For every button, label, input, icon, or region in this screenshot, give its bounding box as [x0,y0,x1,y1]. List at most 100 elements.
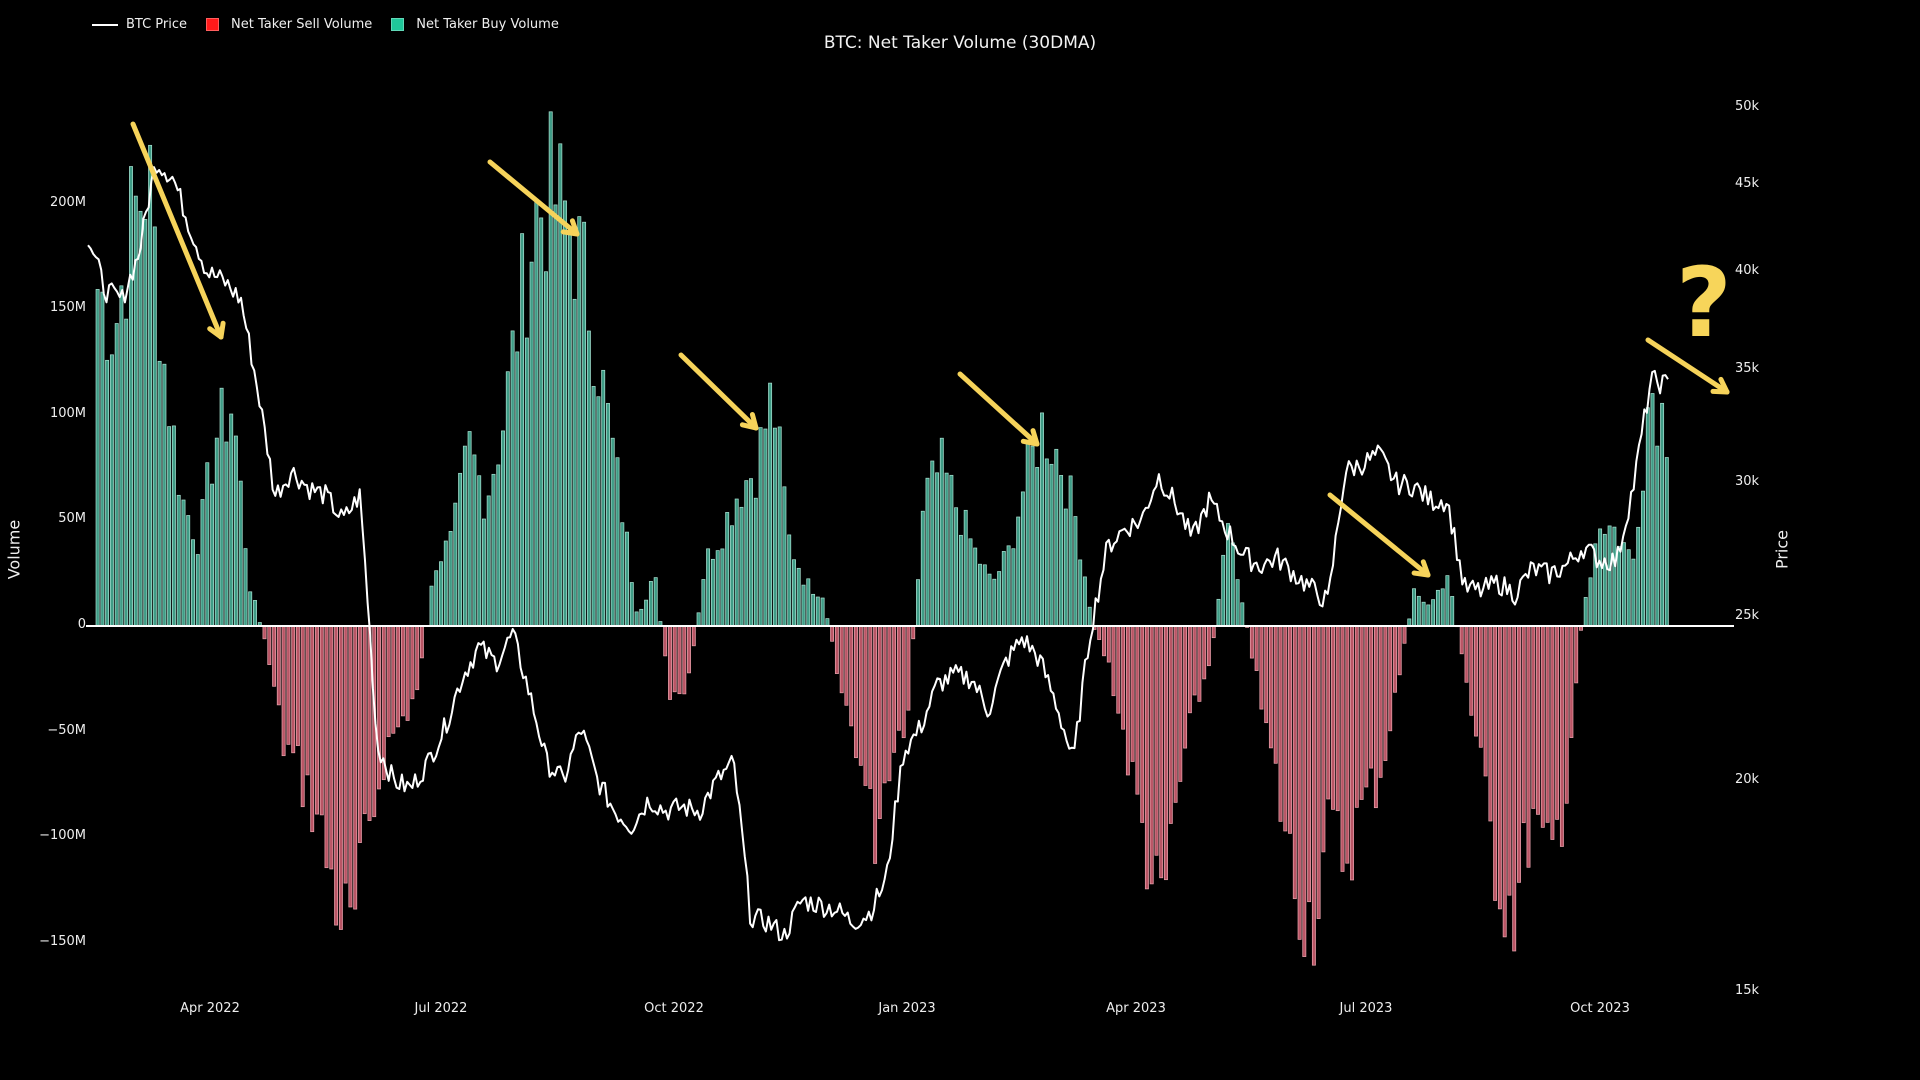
sell-volume-bar [1102,625,1106,657]
buy-volume-bar [806,578,811,627]
buy-volume-bar [601,369,606,627]
sell-volume-bar [1393,625,1397,693]
buy-volume-bar [997,571,1002,627]
buy-volume-bar [1588,577,1593,627]
buy-volume-bar [958,534,963,627]
down-arrow-icon [487,159,580,237]
sell-volume-bar [1307,625,1312,903]
legend-item-btc-price[interactable]: BTC Price [92,17,187,32]
sell-volume-bar [1559,625,1564,847]
buy-volume-bar [152,226,157,627]
sell-volume-bar [1302,625,1307,957]
buy-volume-bar [1216,598,1221,627]
buy-volume-bar [920,510,925,627]
sell-volume-bar [1297,625,1302,940]
sell-volume-bar [1545,625,1550,823]
sell-volume-bar [1106,625,1111,663]
sell-volume-bar [338,625,343,930]
sell-volume-bar [1173,625,1178,803]
sell-volume-bar [687,625,691,674]
x-axis-tick-label: Jul 2023 [1339,1001,1393,1016]
buy-volume-bar [744,480,749,627]
buy-volume-bar [491,473,496,627]
buy-volume-bar [648,581,653,627]
sell-volume-bar [1254,625,1259,671]
sell-volume-bar [854,625,858,759]
left-axis-title: Volume [4,519,24,580]
down-arrow-icon [957,371,1040,447]
buy-volume-bar [992,578,997,627]
buy-volume-bar [515,351,520,627]
sell-volume-bar [892,625,897,753]
sell-volume-bar [901,625,906,739]
buy-volume-bar [1073,516,1078,627]
annotation-arrows [130,121,1730,578]
x-axis-tick-label: Apr 2022 [180,1001,240,1016]
buy-volume-bar [1078,559,1083,627]
x-axis-tick-label: Apr 2023 [1106,1001,1166,1016]
buy-volume-bar [462,445,467,627]
sell-volume-bar [1354,625,1359,808]
sell-volume-bar [1311,625,1316,966]
sell-volume-bar [1383,625,1388,761]
buy-volume-bar [1001,551,1006,627]
sell-volume-bar [1388,625,1393,732]
buy-volume-bar [567,228,572,627]
buy-volume-bar [544,271,548,627]
buy-volume-bar [758,427,763,627]
buy-volume-bar [114,323,119,627]
buy-volume-bar [606,403,610,627]
buy-volume-bar [815,596,820,627]
sell-volume-bar [1507,625,1512,896]
buy-volume-bar [1407,618,1412,627]
sell-volume-bar [877,625,882,819]
right-axis-tick-label: 20k [1735,771,1760,787]
teal-square-icon [391,18,405,31]
buy-volume-bar [577,216,582,627]
sell-volume-bar [1154,625,1159,856]
volume-bars [95,111,1669,966]
buy-volume-bar [1421,601,1426,627]
sell-volume-bar [682,625,687,695]
buy-volume-bar [119,285,124,627]
sell-volume-bar [272,625,277,687]
buy-volume-bar [725,512,730,627]
buy-volume-bar [553,204,558,627]
sell-volume-bar [863,625,868,786]
buy-volume-bar [1063,508,1068,627]
down-arrow-icon [130,121,226,340]
buy-volume-bar [233,435,238,627]
sell-volume-bar [1488,625,1493,822]
sell-volume-bar [267,625,272,665]
buy-volume-bar [448,531,453,627]
legend-label: BTC Price [126,17,188,32]
sell-volume-bar [887,625,892,782]
sell-volume-bar [410,625,415,700]
sell-volume-bar [1521,625,1526,824]
buy-volume-bar [1598,528,1603,627]
buy-volume-bar [1230,542,1235,627]
sell-volume-bar [1326,625,1331,800]
legend-item-buy-volume[interactable]: Net Taker Buy Volume [391,17,559,32]
sell-volume-bar [1202,625,1207,680]
sell-volume-bar [310,625,315,833]
sell-volume-bar [1183,625,1188,749]
buy-volume-bar [520,233,525,627]
sell-volume-bar [1373,625,1378,809]
buy-volume-bar [749,478,753,627]
btc-price-line [87,166,1669,942]
legend-item-sell-volume[interactable]: Net Taker Sell Volume [206,17,372,32]
buy-volume-bar [1602,533,1607,627]
buy-volume-bar [458,472,463,627]
buy-volume-bar [653,577,658,627]
line-swatch-icon [92,23,118,26]
buy-volume-bar [1641,490,1645,627]
buy-volume-bar [195,554,200,627]
sell-volume-bar [1159,625,1164,879]
buy-volume-bar [105,359,110,627]
buy-volume-bar [763,428,768,627]
sell-volume-bar [1469,625,1474,716]
buy-volume-bar [944,472,949,627]
legend-label: Net Taker Buy Volume [416,17,559,32]
